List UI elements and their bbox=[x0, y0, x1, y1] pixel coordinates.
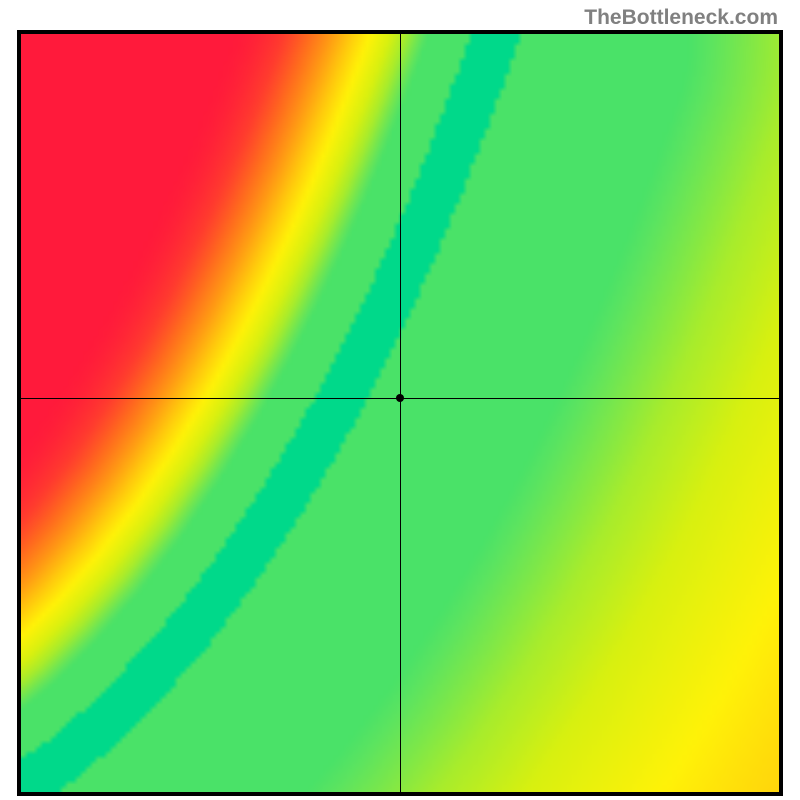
marker-dot bbox=[396, 394, 404, 402]
chart-frame bbox=[17, 30, 783, 796]
chart-container: TheBottleneck.com bbox=[0, 0, 800, 800]
crosshair-vertical bbox=[400, 34, 401, 792]
plot-area[interactable] bbox=[21, 34, 779, 792]
watermark-text: TheBottleneck.com bbox=[584, 6, 778, 30]
